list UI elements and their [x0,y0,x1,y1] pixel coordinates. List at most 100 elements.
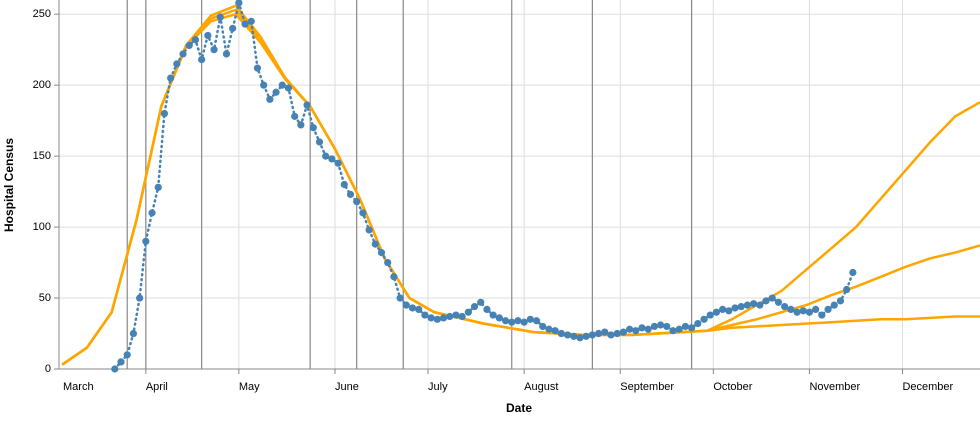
data-point [377,249,386,257]
x-tick-label: July [428,381,448,393]
data-point [204,31,212,40]
data-point [384,258,392,267]
data-point [818,311,826,319]
x-tick-label: September [620,381,674,393]
data-point [836,297,845,305]
data-point [774,298,783,306]
data-point [756,301,764,309]
data-point [315,138,324,146]
data-point [700,315,708,323]
data-point [520,318,528,326]
data-point [179,50,187,58]
data-point [731,304,739,312]
data-point [688,324,696,332]
data-point [812,305,820,313]
data-point [297,121,305,129]
data-point [160,109,169,118]
data-point [824,305,832,313]
data-point [843,285,851,294]
x-tick-label: May [239,381,260,393]
data-point [433,315,441,323]
data-point [663,322,671,331]
data-point [725,307,733,315]
data-point [501,317,510,325]
data-point [191,36,200,44]
data-point [142,237,150,245]
data-point [781,302,789,311]
data-point [576,334,584,342]
data-point [129,329,138,338]
data-point [402,301,410,309]
data-point [427,314,435,322]
y-tick-label: 50 [39,292,51,304]
data-point [762,297,770,305]
data-point [464,308,472,316]
data-point [719,305,727,313]
data-point [582,332,590,340]
data-point [390,273,398,281]
data-point [303,101,311,109]
data-point [452,311,460,319]
data-point [545,325,553,333]
data-point [154,183,162,191]
data-point [136,294,144,302]
data-point [489,311,497,319]
data-point [849,268,857,277]
data-point [235,0,243,7]
y-tick-label: 100 [33,221,51,233]
data-point [458,312,466,321]
data-point [334,159,342,167]
data-point [117,358,125,366]
data-point [359,209,367,217]
fit-line [61,8,980,366]
data-point [185,41,193,50]
data-point [787,305,795,313]
data-point [601,328,609,336]
data-point [148,209,156,217]
data-point [266,95,274,103]
data-point [619,328,627,336]
data-point [483,305,491,313]
data-point [396,294,404,302]
data-point [421,311,429,319]
data-point [712,308,721,316]
data-point [551,327,559,335]
data-point [477,298,485,306]
y-tick-label: 200 [33,79,51,91]
data-point [638,324,646,332]
data-point [322,152,330,160]
data-point [309,124,317,132]
data-point [216,13,224,21]
data-point [371,240,379,248]
x-tick-label: March [63,381,94,393]
data-point [439,314,448,322]
data-point [446,312,454,321]
data-point [253,64,262,72]
data-point [229,24,237,32]
data-point [222,50,231,58]
data-point [632,327,640,335]
data-point [408,304,417,312]
data-point [557,329,565,338]
data-point [570,332,578,340]
data-point [644,325,652,333]
y-tick-label: 0 [45,363,51,375]
data-point [594,329,603,338]
data-point [260,81,268,89]
data-point [675,325,683,333]
data-point [247,17,255,25]
data-point [123,351,131,359]
data-point [340,180,348,189]
data-point [470,302,479,311]
x-tick-label: April [146,381,168,393]
data-point [607,331,615,339]
fit-line [61,12,980,366]
data-point [613,329,621,338]
data-point [625,325,634,333]
x-tick-label: October [713,381,752,393]
data-point [532,317,541,325]
y-axis-title: Hospital Census [2,138,16,232]
data-point [805,308,814,316]
x-tick-label: November [809,381,860,393]
